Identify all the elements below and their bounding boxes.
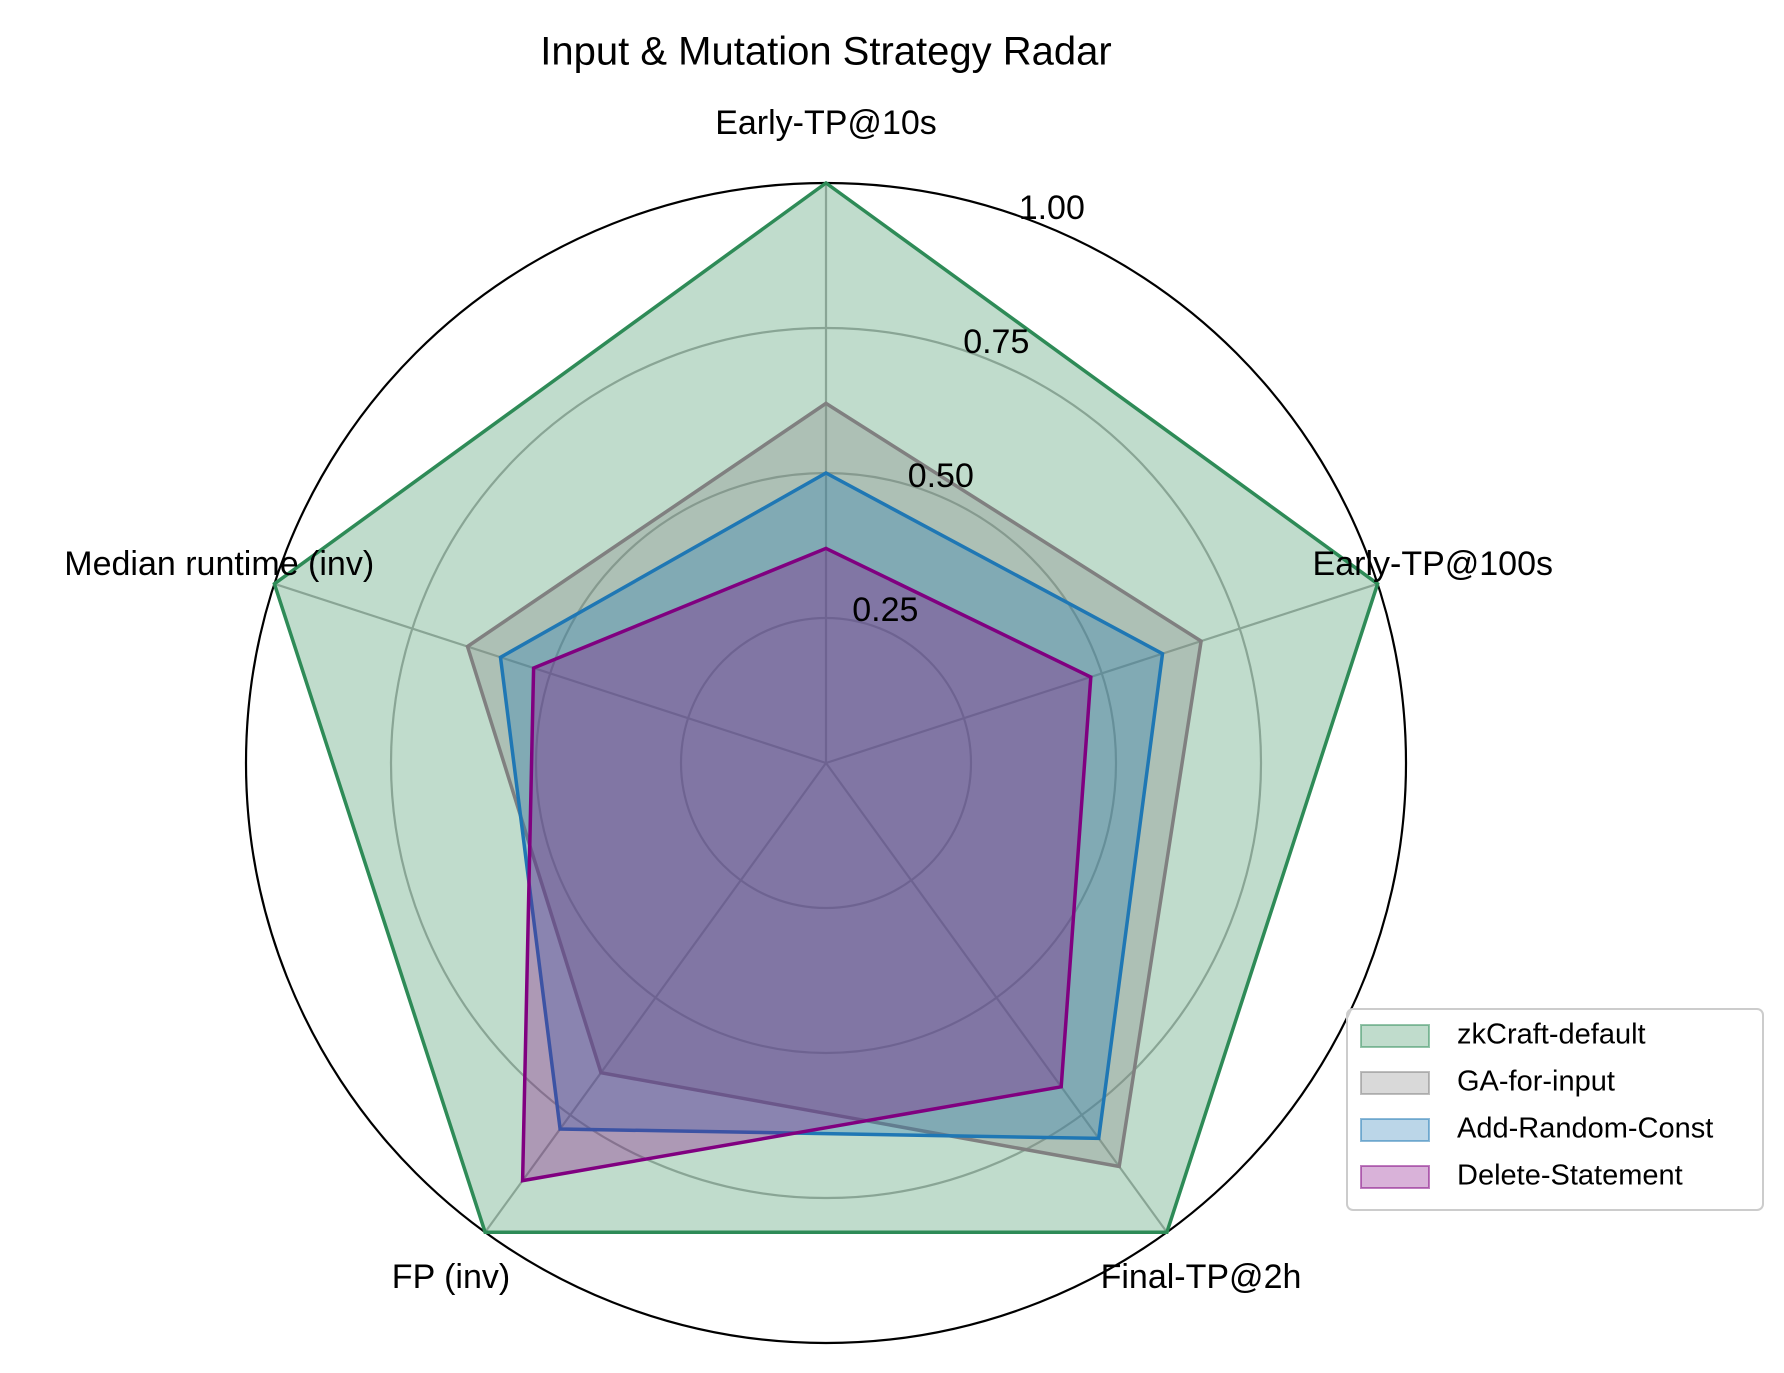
legend-swatch (1360, 1071, 1430, 1095)
spoke (274, 582, 827, 765)
legend-label: Add-Random-Const (1457, 1113, 1713, 1145)
legend-swatch (1360, 1165, 1430, 1189)
series-area (498, 471, 1165, 1141)
axis-label: Early-TP@100s (1313, 545, 1553, 583)
r-tick-label: 1.00 (1019, 189, 1085, 227)
legend: zkCraft-default GA-for-input Add-Random-Co… (1346, 1008, 1764, 1211)
legend-label: GA-for-input (1457, 1066, 1615, 1098)
series-area (520, 546, 1093, 1183)
r-tick-label: 0.25 (852, 591, 918, 629)
legend-swatch (1360, 1118, 1430, 1142)
spoke (484, 762, 827, 1233)
chart-title: Input & Mutation Strategy Radar (540, 30, 1111, 74)
legend-label: zkCraft-default (1457, 1019, 1646, 1051)
series-area (272, 180, 1380, 1234)
axis-label: Final-TP@2h (1101, 1258, 1302, 1296)
legend-label: Delete-Statement (1457, 1160, 1683, 1192)
r-tick-label: 0.50 (908, 457, 974, 495)
r-tick-label: 0.75 (963, 323, 1029, 361)
legend-frame (1346, 1008, 1764, 1211)
spoke (825, 762, 1168, 1233)
axis-label: Median runtime (inv) (64, 545, 374, 583)
axis-label: FP (inv) (392, 1258, 510, 1296)
series-area (465, 401, 1204, 1169)
axis-label: Early-TP@10s (715, 104, 937, 142)
spoke (825, 582, 1378, 765)
legend-swatch (1360, 1024, 1430, 1048)
